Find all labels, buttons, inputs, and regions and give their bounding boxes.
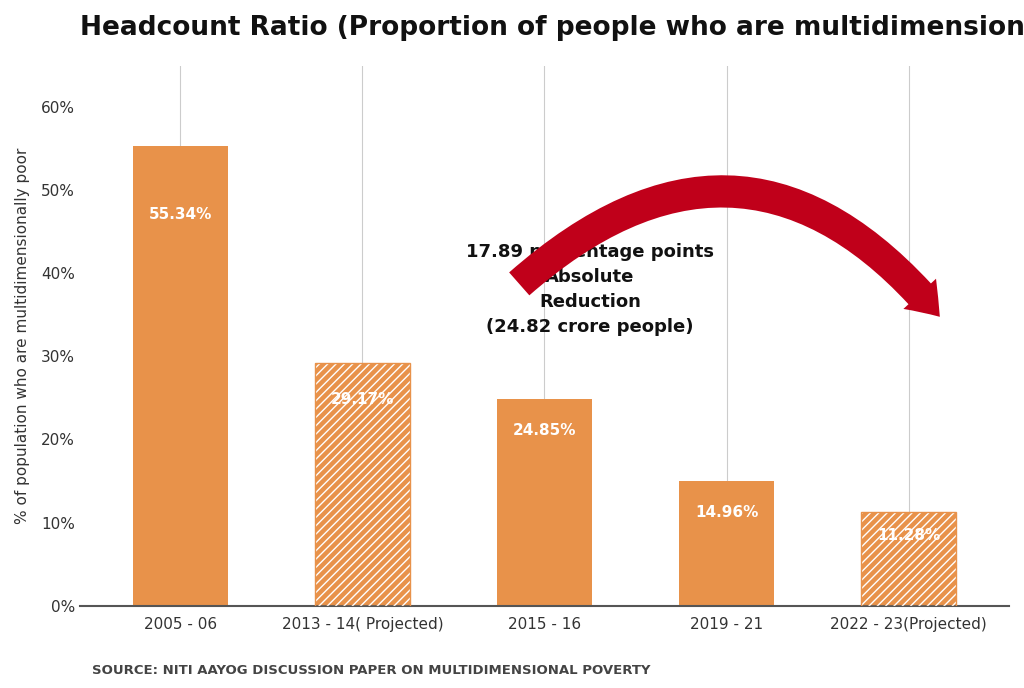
Text: Headcount Ratio (Proportion of people who are multidimensionally poor): Headcount Ratio (Proportion of people wh… bbox=[80, 15, 1024, 41]
Bar bbox=[861, 512, 956, 605]
Bar bbox=[861, 512, 956, 605]
Text: 14.96%: 14.96% bbox=[695, 505, 759, 520]
Text: 17.89 percentage points
Absolute
Reduction
(24.82 crore people): 17.89 percentage points Absolute Reducti… bbox=[466, 244, 714, 336]
Text: 55.34%: 55.34% bbox=[148, 207, 212, 222]
Text: 11.28%: 11.28% bbox=[878, 528, 940, 543]
Bar bbox=[861, 512, 956, 605]
Y-axis label: % of population who are multidimensionally poor: % of population who are multidimensional… bbox=[15, 147, 30, 524]
Bar bbox=[315, 363, 410, 605]
Text: 29.17%: 29.17% bbox=[331, 392, 394, 407]
Bar bbox=[679, 482, 774, 605]
Bar bbox=[315, 363, 410, 605]
Bar bbox=[133, 146, 227, 605]
FancyArrowPatch shape bbox=[509, 175, 940, 316]
Bar bbox=[497, 399, 592, 605]
Bar bbox=[315, 363, 410, 605]
Text: 24.85%: 24.85% bbox=[513, 422, 577, 438]
Text: SOURCE: NITI AAYOG DISCUSSION PAPER ON MULTIDIMENSIONAL POVERTY: SOURCE: NITI AAYOG DISCUSSION PAPER ON M… bbox=[92, 664, 650, 677]
